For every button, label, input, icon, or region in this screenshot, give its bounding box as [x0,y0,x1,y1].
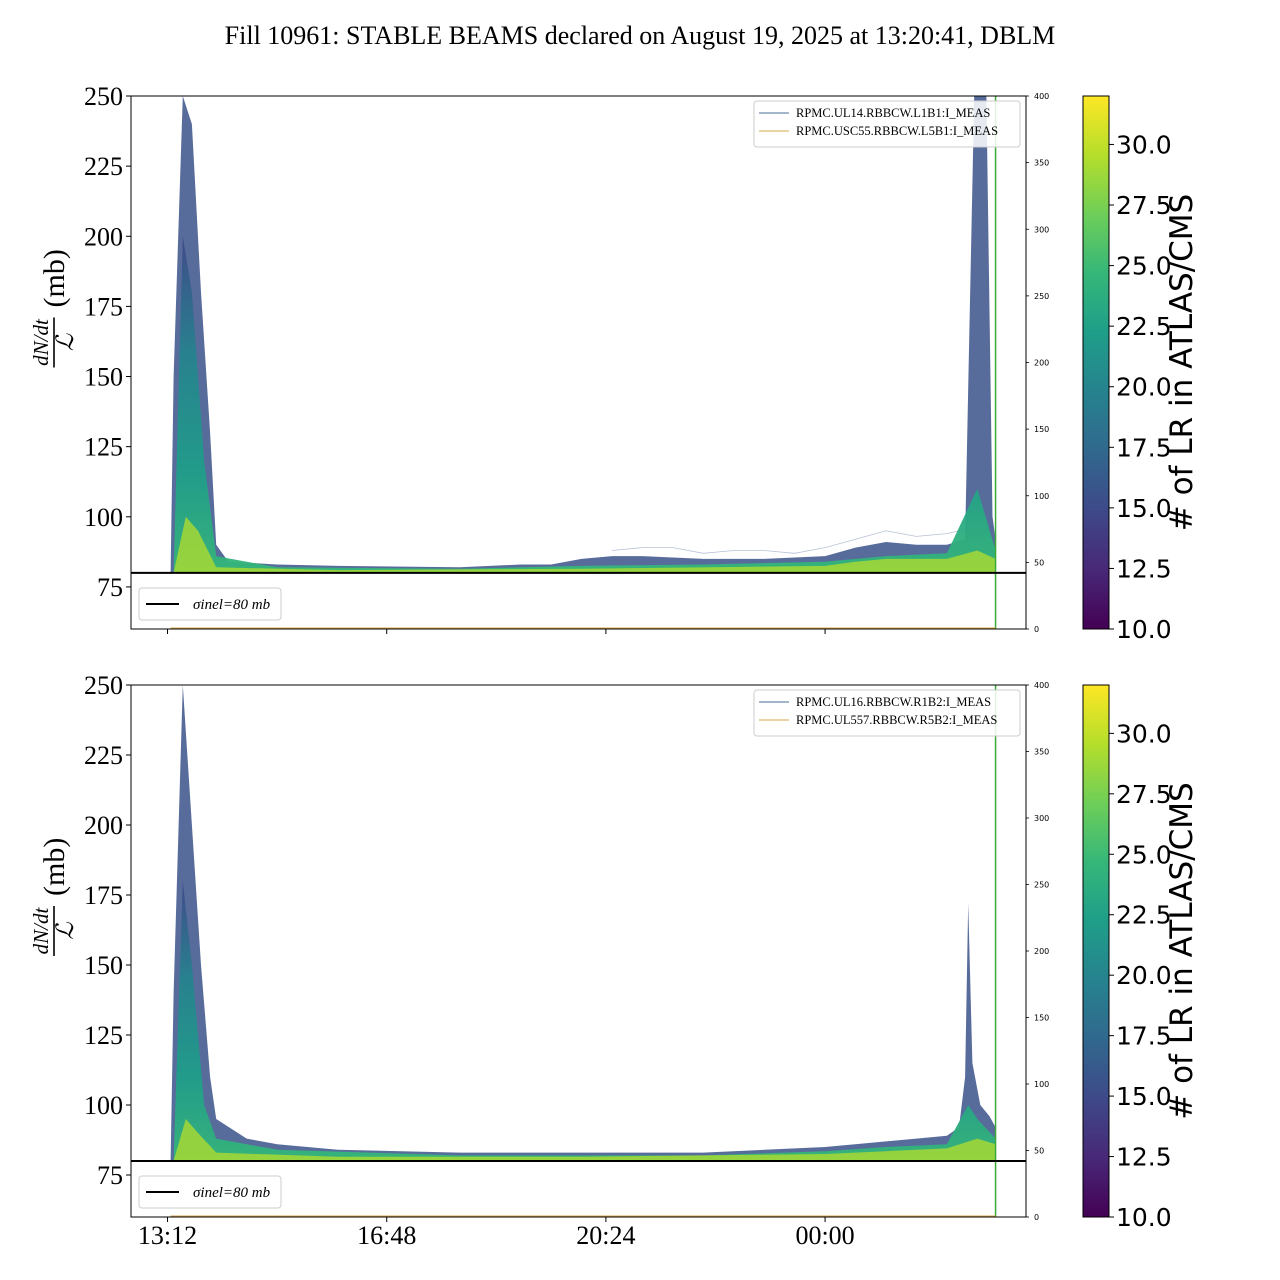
colorbar-tick-label: 15.0 [1116,1082,1172,1111]
right-tick-label: 300 [1034,814,1049,823]
colorbar-tick-label: 15.0 [1116,494,1172,523]
legend-entry: RPMC.USC55.RBBCW.L5B1:I_MEAS [796,124,998,138]
noise-trace [611,527,972,554]
right-tick-label: 50 [1034,558,1044,567]
colorbar-tick-label: 30.0 [1116,719,1172,748]
y-tick-label: 175 [84,881,123,910]
y-label-numerator: dN/dt [29,907,53,955]
y-tick-label: 200 [84,222,123,251]
bottom-plot-area [170,685,997,1217]
colorbar-label: # of LR in ATLAS/CMS [1164,194,1200,531]
chart-title: Fill 10961: STABLE BEAMS declared on Aug… [225,21,1056,50]
y-tick-label: 250 [84,82,123,111]
y-tick-label: 75 [97,573,123,602]
y-tick-label: 225 [84,741,123,770]
y-tick-label: 125 [84,433,123,462]
colorbar: 10.0 12.5 15.0 17.5 20.0 22.5 25.0 27.5 30.0 # of… [1082,95,1200,644]
sigma-legend: σinel=80 mb [138,587,282,621]
y-tick-label: 100 [84,503,123,532]
legend-entry: RPMC.UL557.RBBCW.R5B2:I_MEAS [796,713,997,727]
right-tick-label: 100 [1034,492,1049,501]
envelope-mid-area [173,236,996,573]
y-tick-label: 200 [84,811,123,840]
y-tick-label: 75 [97,1161,123,1190]
sigma-legend: σinel=80 mb [138,1175,282,1209]
envelope-mid-area [173,881,996,1161]
y-axis-label: dN/dt ℒ (mb) [29,838,79,956]
right-tick-label: 300 [1034,225,1049,234]
envelope-yellow-area [173,516,996,573]
colorbar-tick-label: 30.0 [1116,130,1172,159]
right-tick-label: 250 [1034,881,1049,890]
y-label-denominator: ℒ [53,922,79,940]
right-tick-label: 350 [1034,159,1049,168]
right-tick-label: 250 [1034,292,1049,301]
x-tick-label: 00:00 [795,1221,854,1250]
colorbar-tick-label: 27.5 [1116,191,1172,220]
top-plot-area [170,96,997,629]
colorbar-tick-label: 22.5 [1116,312,1172,341]
y-tick-label: 250 [84,671,123,700]
right-tick-label: 50 [1034,1147,1044,1156]
right-tick-label: 150 [1034,425,1049,434]
colorbar-tick-label: 12.5 [1116,1143,1172,1172]
colorbar-tick-label: 25.0 [1116,252,1172,281]
envelope-upper-area [170,685,996,1161]
right-tick-label: 200 [1034,359,1049,368]
right-tick-label: 350 [1034,748,1049,757]
sigma-legend-box [138,587,282,621]
colorbar-tick-label: 12.5 [1116,554,1172,583]
bottom-panel: 75 100 125 150 175 200 225 250 0 50 100 150 200 250 30… [29,671,1200,1250]
colorbar-tick-label: 10.0 [1116,615,1172,644]
right-tick-label: 0 [1034,625,1039,634]
legend-box [753,689,1021,737]
colorbar: 10.0 12.5 15.0 17.5 20.0 22.5 25.0 27.5 30.0 # of… [1082,684,1200,1232]
colorbar-tick-label: 27.5 [1116,780,1172,809]
right-tick-label: 400 [1034,92,1049,101]
y-tick-label: 125 [84,1021,123,1050]
y-tick-label: 150 [84,951,123,980]
legend: RPMC.UL16.RBBCW.R1B2:I_MEAS RPMC.UL557.RB… [753,689,1021,737]
colorbar-gradient-bar [1082,684,1110,1218]
envelope-upper-area [170,96,996,573]
sigma-legend-box [138,1175,282,1209]
y-label-denominator: ℒ [53,333,79,351]
colorbar-tick-label: 22.5 [1116,901,1172,930]
colorbar-tick-label: 17.5 [1116,433,1172,462]
colorbar-tick-label: 17.5 [1116,1022,1172,1051]
colorbar-tick-label: 25.0 [1116,840,1172,869]
y-label-unit: (mb) [38,249,71,307]
legend: RPMC.UL14.RBBCW.L1B1:I_MEAS RPMC.USC55.RB… [753,100,1021,148]
colorbar-tick-label: 20.0 [1116,961,1172,990]
legend-entry: RPMC.UL14.RBBCW.L1B1:I_MEAS [796,106,990,120]
legend-entry: RPMC.UL16.RBBCW.R1B2:I_MEAS [796,695,991,709]
colorbar-label: # of LR in ATLAS/CMS [1164,782,1200,1119]
right-tick-label: 0 [1034,1213,1039,1222]
y-axis-label: dN/dt ℒ (mb) [29,249,79,368]
y-tick-label: 150 [84,363,123,392]
y-tick-label: 225 [84,152,123,181]
y-label-unit: (mb) [38,838,71,896]
y-label-numerator: dN/dt [29,318,53,366]
right-tick-label: 100 [1034,1080,1049,1089]
y-tick-label: 175 [84,292,123,321]
legend-box [753,100,1021,148]
x-tick-label: 16:48 [357,1221,416,1250]
right-tick-label: 200 [1034,947,1049,956]
y-tick-label: 100 [84,1091,123,1120]
right-tick-label: 400 [1034,681,1049,690]
sigma-legend-label: σinel=80 mb [193,597,271,613]
x-tick-label: 20:24 [576,1221,635,1250]
colorbar-gradient-bar [1082,95,1110,630]
x-tick-label: 13:12 [138,1221,197,1250]
top-panel: 75 100 125 150 175 200 225 250 0 50 100 150 200 250 30… [29,82,1200,644]
right-tick-label: 150 [1034,1014,1049,1023]
sigma-legend-label: σinel=80 mb [193,1185,271,1201]
colorbar-tick-label: 20.0 [1116,373,1172,402]
envelope-yellow-area [173,1119,996,1161]
colorbar-tick-label: 10.0 [1116,1203,1172,1232]
bottom-frame [130,684,1027,1218]
